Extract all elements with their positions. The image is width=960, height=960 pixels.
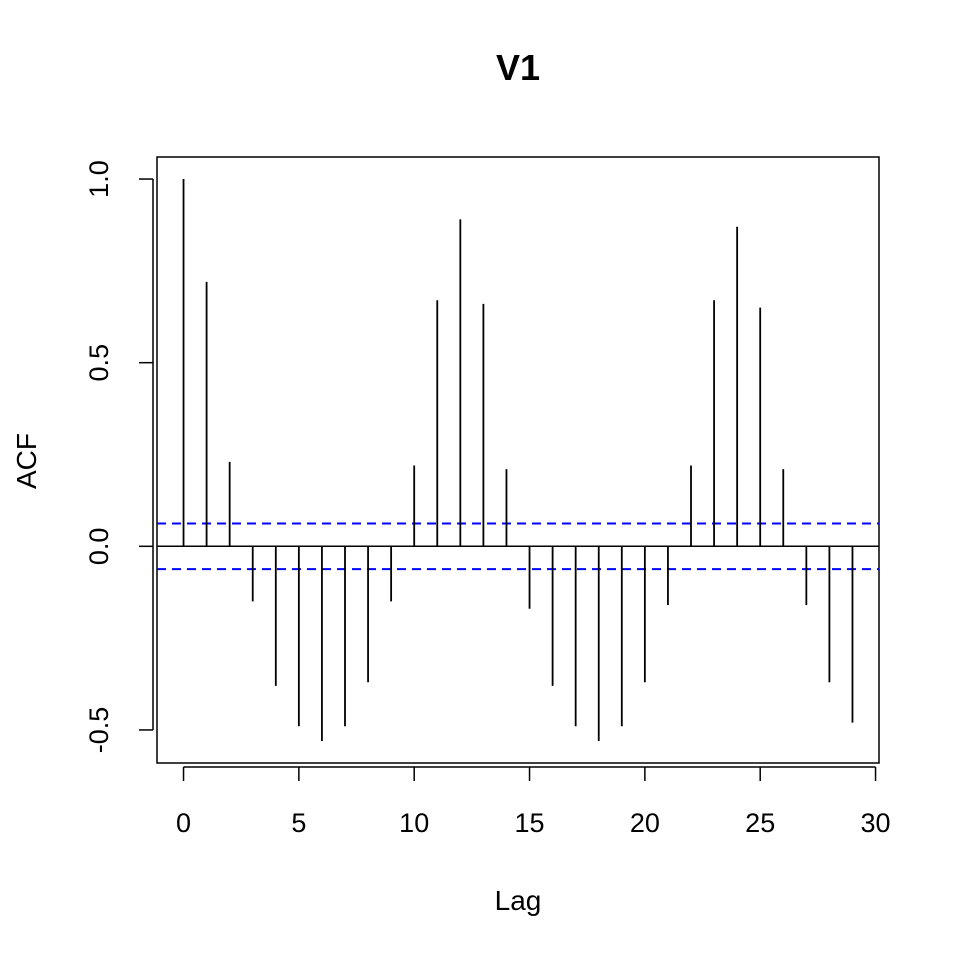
chart-title: V1 [496, 47, 540, 88]
y-tick-label: 0.0 [84, 528, 114, 566]
x-axis-label: Lag [495, 885, 542, 916]
x-tick-label: 20 [630, 808, 660, 838]
chart-marks: 0 5 10 15 20 25 30 -0.5 0.0 0.5 1.0 [84, 160, 891, 838]
y-tick-label: 1.0 [84, 160, 114, 198]
x-tick-label: 0 [176, 808, 191, 838]
plot-frame [156, 156, 880, 764]
y-tick-label: -0.5 [84, 707, 114, 754]
y-axis-label: ACF [11, 433, 42, 489]
x-tick-label: 15 [515, 808, 545, 838]
x-tick-label: 25 [745, 808, 775, 838]
x-tick-label: 10 [399, 808, 429, 838]
x-tick-label: 30 [861, 808, 891, 838]
y-tick-label: 0.5 [84, 344, 114, 382]
x-tick-label: 5 [291, 808, 306, 838]
